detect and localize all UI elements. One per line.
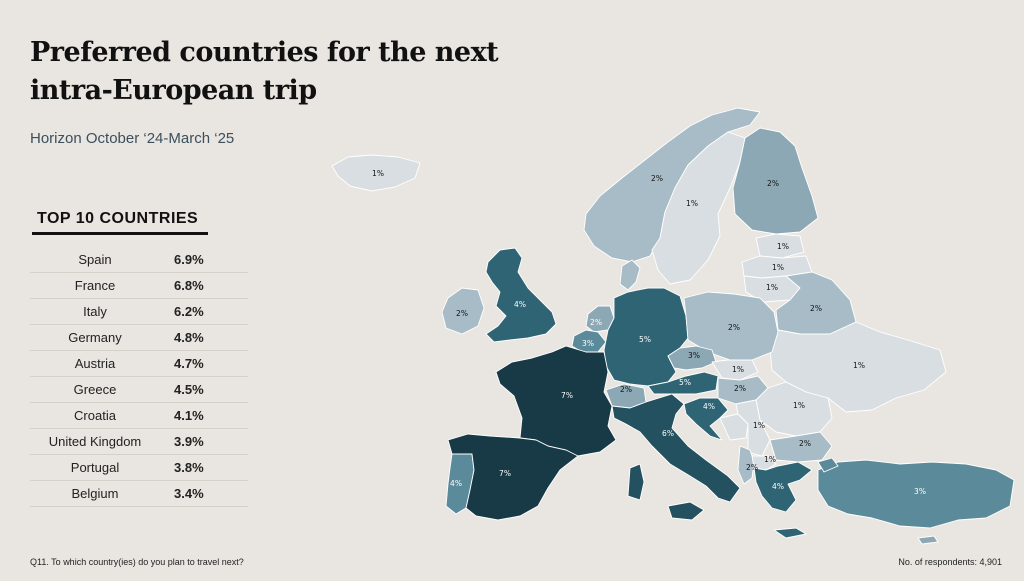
label-belarus: 2% [810, 304, 822, 313]
label-bosnia: 1% [753, 421, 765, 430]
country-bosnia [719, 413, 749, 441]
country-poland [683, 291, 779, 361]
label-greece: 4% [772, 482, 784, 491]
country-ukraine [769, 321, 947, 413]
country-share: 6.2% [160, 298, 248, 325]
table-row: United Kingdom 3.9% [30, 428, 248, 455]
country-romania [755, 381, 833, 437]
country-name: Italy [30, 298, 160, 325]
label-sweden: 1% [686, 199, 698, 208]
table-row: France 6.8% [30, 272, 248, 299]
country-germany [603, 287, 689, 387]
country-finland [732, 127, 819, 235]
country-name: Greece [30, 376, 160, 403]
label-italy: 6% [662, 429, 674, 438]
label-iceland: 1% [372, 169, 384, 178]
country-bulgaria [769, 431, 833, 463]
country-share: 3.4% [160, 480, 248, 507]
table-row: Croatia 4.1% [30, 402, 248, 429]
label-finland: 2% [767, 179, 779, 188]
country-italy-sicily [667, 501, 705, 521]
respondents-count: No. of respondents: 4,901 [898, 557, 1002, 567]
country-name: France [30, 272, 160, 299]
country-france [495, 345, 617, 457]
country-austria [647, 371, 719, 395]
question-footnote: Q11. To which country(ies) do you plan t… [30, 557, 244, 567]
country-share: 6.8% [160, 272, 248, 299]
country-name: Austria [30, 350, 160, 377]
country-north-macedonia [751, 455, 777, 471]
country-italy [611, 393, 741, 503]
country-greece-crete [773, 527, 807, 539]
label-romania: 1% [793, 401, 805, 410]
country-albania [737, 445, 755, 485]
label-austria: 5% [679, 378, 691, 387]
label-spain: 7% [499, 469, 511, 478]
label-norway: 2% [651, 174, 663, 183]
country-name: Belgium [30, 480, 160, 507]
table-row: Italy 6.2% [30, 298, 248, 325]
country-turkey-thrace [817, 457, 839, 473]
table-row: Spain 6.9% [30, 247, 248, 273]
country-iceland [331, 154, 421, 192]
country-uk [485, 247, 557, 343]
country-turkey [817, 459, 1015, 529]
country-share: 4.1% [160, 402, 248, 429]
heading-underline [32, 232, 208, 235]
country-denmark [619, 259, 641, 291]
country-share: 3.9% [160, 428, 248, 455]
country-name: Croatia [30, 402, 160, 429]
label-bulgaria: 2% [799, 439, 811, 448]
label-netherlands: 2% [590, 318, 602, 327]
country-italy-sardinia [627, 463, 645, 501]
label-poland: 2% [728, 323, 740, 332]
label-belgium: 3% [582, 339, 594, 348]
country-share: 4.8% [160, 324, 248, 351]
country-name: Portugal [30, 454, 160, 481]
country-croatia [683, 397, 729, 441]
label-macedonia: 1% [764, 455, 776, 464]
country-sweden [651, 131, 746, 285]
country-greece [753, 461, 813, 513]
label-latvia: 1% [772, 263, 784, 272]
table-row: Portugal 3.8% [30, 454, 248, 481]
top-countries-table: Spain 6.9% France 6.8% Italy 6.2% Germany 4.… [30, 247, 248, 507]
table-row: Greece 4.5% [30, 376, 248, 403]
country-share: 4.5% [160, 376, 248, 403]
label-slovakia: 1% [732, 365, 744, 374]
table-row: Austria 4.7% [30, 350, 248, 377]
label-albania: 2% [746, 463, 758, 472]
country-share: 3.8% [160, 454, 248, 481]
label-estonia: 1% [777, 242, 789, 251]
label-switzerland: 2% [620, 385, 632, 394]
label-lithuania: 1% [766, 283, 778, 292]
label-czechia: 3% [688, 351, 700, 360]
label-croatia: 4% [703, 402, 715, 411]
country-cyprus [917, 535, 939, 545]
label-uk: 4% [514, 300, 526, 309]
country-share: 6.9% [160, 247, 248, 273]
country-belgium [571, 329, 607, 353]
chart-subtitle: Horizon October ‘24-March ‘25 [30, 130, 235, 147]
label-ukraine: 1% [853, 361, 865, 370]
country-name: United Kingdom [30, 428, 160, 455]
country-name: Spain [30, 247, 160, 273]
table-row: Belgium 3.4% [30, 480, 248, 507]
country-share: 4.7% [160, 350, 248, 377]
label-france: 7% [561, 391, 573, 400]
label-ireland: 2% [456, 309, 468, 318]
country-ireland [441, 287, 485, 335]
label-germany: 5% [639, 335, 651, 344]
label-hungary: 2% [734, 384, 746, 393]
label-turkey: 3% [914, 487, 926, 496]
country-spain [447, 433, 579, 521]
europe-map: 1% 2% 1% 2% 1% 1% 1% 2% 2% 4% 2% 3% 5% 2… [331, 107, 1015, 545]
top-countries-heading: TOP 10 COUNTRIES [37, 210, 199, 227]
label-portugal: 4% [450, 479, 462, 488]
map-labels: 1% 2% 1% 2% 1% 1% 1% 2% 2% 4% 2% 3% 5% 2… [372, 169, 926, 496]
country-name: Germany [30, 324, 160, 351]
chart-title: Preferred countries for the next intra-E… [30, 37, 499, 106]
table-row: Germany 4.8% [30, 324, 248, 351]
